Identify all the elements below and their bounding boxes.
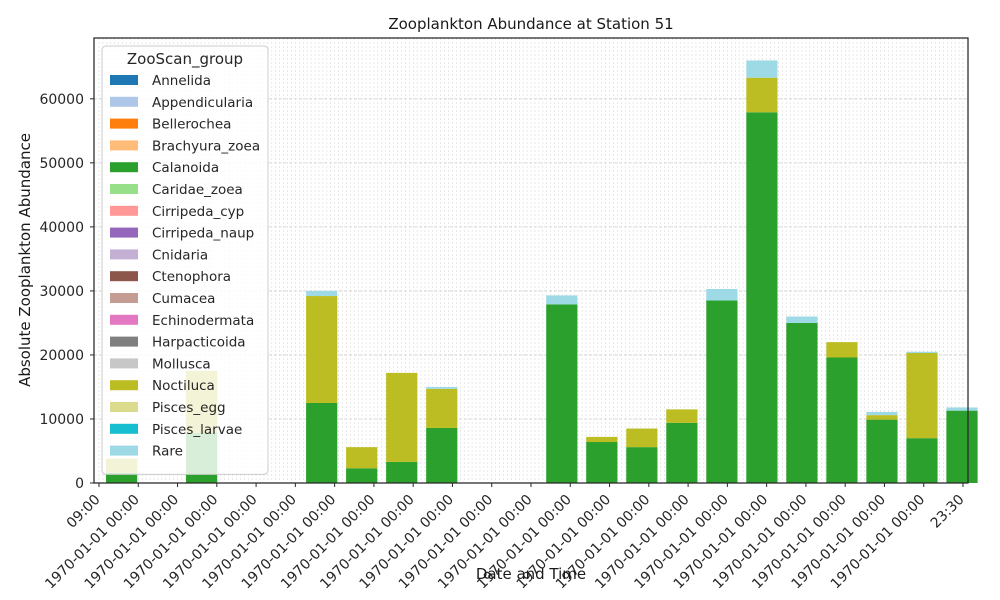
legend-label: Cumacea (152, 291, 215, 307)
legend-swatch (110, 205, 138, 216)
legend-swatch (110, 75, 138, 85)
y-tick-label: 40000 (39, 220, 84, 236)
bar-segment (546, 304, 578, 483)
bar-segment (546, 295, 578, 305)
y-axis-label: Absolute Zooplankton Abundance (16, 133, 34, 387)
bar-segment (426, 386, 458, 389)
bar-segment (746, 112, 778, 484)
y-tick-label: 60000 (39, 92, 84, 108)
bar-segment (826, 357, 858, 483)
bar-segment (386, 372, 418, 462)
legend: ZooScan_group Annelida Appendicularia Belle… (101, 45, 269, 475)
bar-segment (706, 300, 738, 483)
legend-swatch (110, 162, 138, 173)
bar-segment (306, 290, 338, 297)
legend-swatch (110, 380, 138, 391)
bar-segment (746, 60, 778, 78)
legend-swatch (110, 336, 138, 347)
bar-segment (426, 388, 458, 428)
bar-segment (786, 322, 818, 483)
legend-swatch (110, 271, 138, 282)
bar-segment (306, 296, 338, 403)
legend-label: Pisces_egg (152, 400, 226, 416)
chart-title: Zooplankton Abundance at Station 51 (388, 15, 673, 33)
legend-label: Mollusca (152, 356, 211, 372)
legend-swatch (110, 184, 138, 194)
y-tick-label: 20000 (39, 348, 84, 364)
bar-segment (386, 461, 418, 483)
bar-segment (626, 447, 658, 483)
legend-label: Calanoida (152, 160, 219, 176)
legend-label: Cirripeda_naup (152, 226, 254, 242)
bar-segment (866, 419, 898, 483)
y-tick-label: 0 (75, 476, 84, 492)
y-tick-label: 30000 (39, 284, 84, 300)
legend-label: Echinodermata (152, 313, 254, 329)
legend-box (101, 45, 269, 475)
bar-segment (706, 288, 738, 301)
legend-swatch (110, 140, 138, 151)
legend-label: Appendicularia (152, 95, 253, 111)
legend-swatch (110, 423, 138, 434)
bar-segment (586, 436, 618, 443)
y-tick-label: 10000 (39, 412, 84, 428)
bar-segment (106, 472, 138, 483)
legend-swatch (110, 358, 138, 369)
legend-label: Noctiluca (152, 378, 215, 394)
legend-label: Caridae_zoea (152, 182, 243, 198)
legend-swatch (110, 96, 138, 107)
bar-segment (346, 468, 378, 483)
bar-segment (666, 409, 698, 423)
bar-segment (946, 410, 978, 483)
legend-label: Annelida (152, 73, 211, 89)
legend-label: Brachyura_zoea (152, 138, 260, 154)
legend-label: Pisces_larvae (152, 422, 242, 438)
legend-label: Cnidaria (152, 247, 208, 263)
bar-segment (826, 342, 858, 358)
legend-swatch (110, 445, 138, 456)
legend-label: Bellerochea (152, 117, 231, 133)
bar-segment (346, 447, 378, 469)
bar-segment (906, 438, 938, 483)
y-tick-label: 50000 (39, 156, 84, 172)
legend-swatch (110, 402, 138, 412)
bar-segment (786, 316, 818, 323)
y-axis: 0 10000 20000 30000 40000 50000 60000 (39, 92, 94, 492)
legend-label: Cirripeda_cyp (152, 204, 244, 220)
bar-segment (426, 427, 458, 483)
legend-swatch (110, 249, 138, 260)
bar-segment (306, 402, 338, 483)
bar-segment (586, 442, 618, 483)
x-axis-label: Date and Time (476, 565, 586, 583)
bar-segment (906, 353, 938, 439)
bar-segment (746, 77, 778, 113)
legend-label: Ctenophora (152, 269, 231, 285)
legend-swatch (110, 293, 138, 303)
bar-segment (866, 415, 898, 420)
bar-segment (626, 428, 658, 448)
bar-segment (946, 407, 978, 411)
legend-label: Rare (152, 444, 183, 460)
legend-title: ZooScan_group (127, 50, 243, 69)
legend-swatch (110, 227, 138, 238)
bar-segment (866, 411, 898, 416)
bar-segment (906, 351, 938, 354)
legend-swatch (110, 314, 138, 325)
bar-segment (666, 422, 698, 483)
legend-label: Harpacticoida (152, 335, 246, 351)
legend-swatch (110, 118, 138, 129)
